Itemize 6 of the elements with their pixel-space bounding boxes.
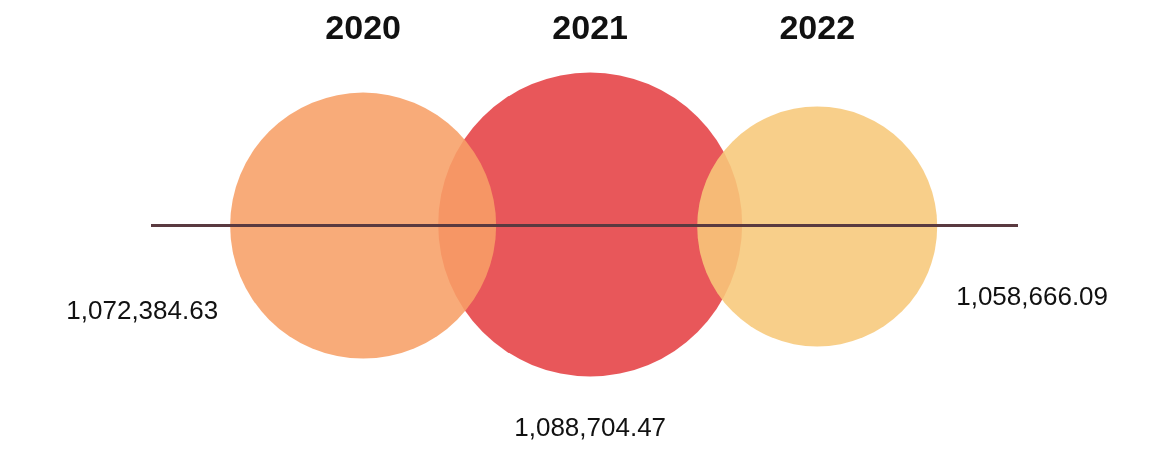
category-label: 2021 (552, 8, 628, 47)
category-label: 2022 (779, 8, 856, 47)
category-label: 2020 (325, 8, 401, 47)
data-label: 1,088,704.47 (514, 411, 667, 442)
data-label: 1,072,384.63 (66, 294, 219, 325)
data-label: 1,058,666.09 (956, 280, 1109, 311)
